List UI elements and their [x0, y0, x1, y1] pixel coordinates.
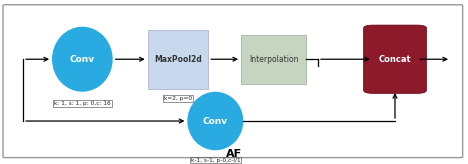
Text: MaxPool2d: MaxPool2d: [154, 55, 202, 64]
Text: AF: AF: [226, 149, 242, 159]
FancyBboxPatch shape: [3, 5, 463, 158]
Text: Concat: Concat: [379, 55, 411, 64]
FancyBboxPatch shape: [241, 35, 307, 84]
FancyBboxPatch shape: [148, 30, 208, 89]
Text: Conv: Conv: [203, 117, 228, 125]
Ellipse shape: [52, 27, 113, 92]
Text: k=2, p=0: k=2, p=0: [164, 96, 192, 101]
Text: Conv: Conv: [70, 55, 95, 64]
Text: k: 1, s: 1, p: 0,c: 16: k: 1, s: 1, p: 0,c: 16: [54, 101, 110, 106]
Text: Interpolation: Interpolation: [249, 55, 299, 64]
FancyBboxPatch shape: [364, 25, 426, 93]
Ellipse shape: [187, 92, 243, 150]
Text: k-1, s-1, p-0,c-i/1: k-1, s-1, p-0,c-i/1: [190, 158, 240, 163]
